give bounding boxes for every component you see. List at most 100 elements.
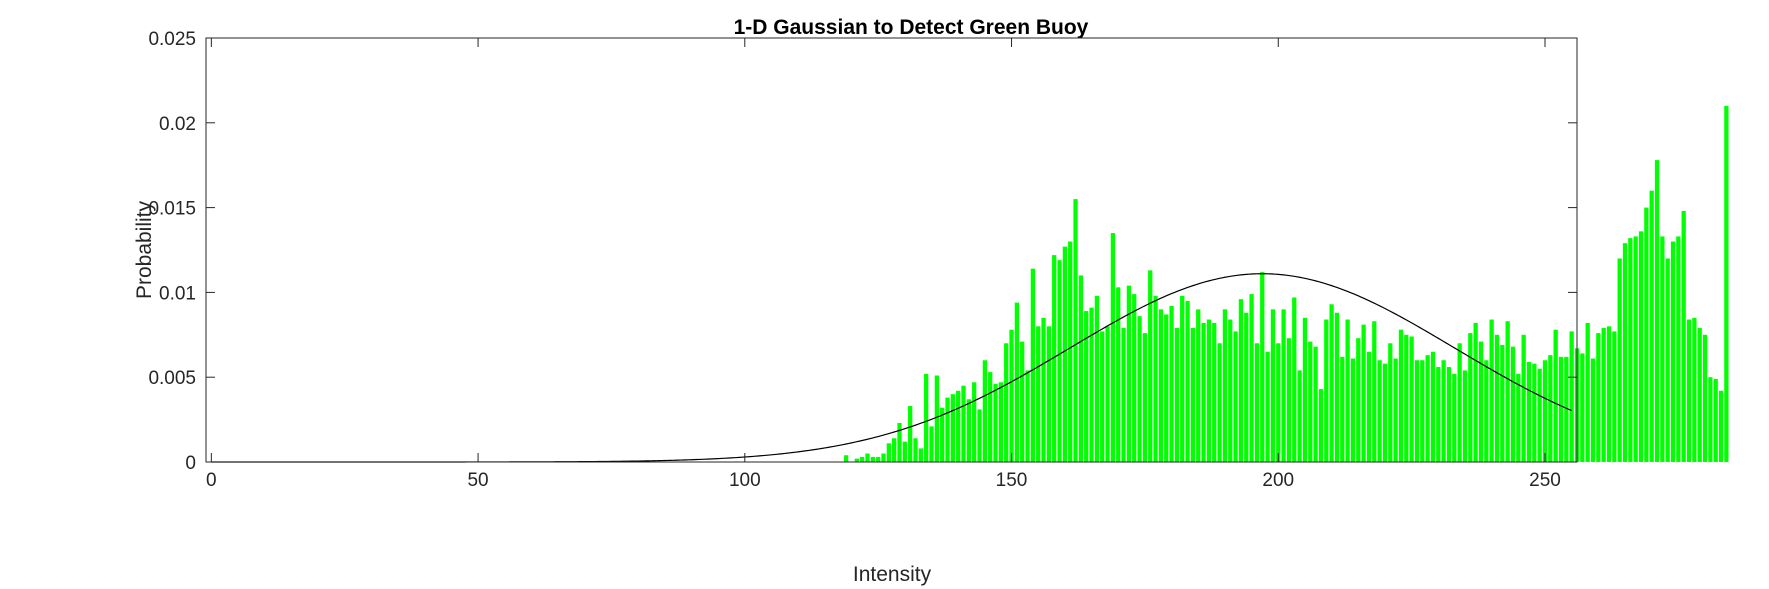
x-tick-label: 0 (206, 470, 217, 491)
histogram-bar (1121, 328, 1126, 462)
histogram-bar (1052, 255, 1057, 462)
histogram-bar (1516, 373, 1521, 462)
histogram-bar (1548, 355, 1553, 462)
histogram-bar (1270, 309, 1276, 462)
histogram-bar (1089, 307, 1094, 462)
histogram-bar (1185, 300, 1190, 462)
histogram-bar (1244, 312, 1249, 462)
histogram-bar (1286, 338, 1292, 462)
histogram-bar (934, 375, 939, 462)
histogram-bar (1372, 321, 1377, 462)
histogram-bar (1180, 295, 1185, 462)
histogram-bar (1116, 287, 1121, 462)
x-tick-label: 200 (1262, 470, 1294, 491)
histogram-bar (1334, 312, 1340, 462)
histogram-bar (892, 438, 897, 462)
histogram-bar (1692, 317, 1697, 462)
histogram-bar (1452, 373, 1457, 462)
y-tick-label: 0.01 (159, 283, 196, 304)
chart-title: 1-D Gaussian to Detect Green Buoy (734, 16, 1089, 39)
histogram-bar (1265, 351, 1270, 462)
histogram-bar (1356, 338, 1361, 462)
histogram-bar (1537, 368, 1542, 462)
histogram-bar (1521, 334, 1526, 462)
histogram-bar (1649, 190, 1654, 462)
histogram-bar (1020, 341, 1025, 462)
histogram-bar (1500, 344, 1505, 462)
histogram-bar (1222, 309, 1228, 462)
histogram-bar (929, 426, 934, 462)
histogram-bar (1132, 294, 1137, 462)
histogram-bar (1510, 346, 1516, 462)
histogram-bar (860, 456, 865, 462)
histogram-bar (1612, 331, 1617, 462)
histogram-bar (1414, 360, 1420, 462)
histogram-bar (1110, 233, 1116, 462)
histogram-bar (1164, 314, 1169, 462)
histogram-bar (1201, 322, 1206, 462)
histogram-bar (881, 453, 886, 462)
histogram-bar (1505, 321, 1510, 462)
histogram-bar (1238, 299, 1244, 462)
histogram-bar (972, 382, 977, 462)
histogram-bar (1041, 317, 1046, 462)
histogram-bar (1638, 231, 1644, 462)
histogram-bar (1249, 294, 1254, 462)
histogram-bar (1153, 295, 1158, 462)
histogram-bar (1724, 105, 1729, 462)
histogram-bar (1526, 361, 1532, 462)
histogram-bar (876, 456, 881, 462)
histogram-bar (1633, 236, 1638, 462)
histogram-bar (1718, 390, 1724, 462)
histogram-bar (1377, 360, 1382, 462)
histogram-bar (902, 441, 907, 462)
histogram-bar (924, 373, 929, 462)
histogram-bar (1190, 328, 1196, 462)
histogram-bar (1084, 311, 1089, 462)
histogram-bar (1292, 297, 1297, 462)
histogram-bar (1009, 329, 1014, 462)
histogram-bar (1697, 328, 1702, 462)
histogram-bar (1569, 331, 1574, 462)
histogram-bar (1558, 356, 1564, 462)
histogram-bar (1553, 329, 1558, 462)
histogram-bar (1382, 363, 1388, 462)
histogram-bar (1276, 343, 1281, 462)
y-axis-label: Probability (133, 200, 156, 299)
histogram-bar (1212, 322, 1217, 462)
histogram-bar (1430, 351, 1436, 462)
histogram-bar (1324, 319, 1329, 462)
histogram-bar (950, 394, 955, 462)
histogram-bar (1585, 322, 1590, 462)
histogram-bar (1393, 358, 1398, 462)
histogram-bar (1142, 333, 1148, 462)
histogram-bar (1404, 334, 1409, 462)
y-tick-label: 0.02 (159, 114, 196, 135)
histogram-bar (1473, 322, 1478, 462)
histogram-bar (1308, 341, 1313, 462)
y-tick-label: 0.005 (148, 368, 196, 389)
histogram-bar (1260, 272, 1265, 462)
histogram-bar (1329, 304, 1334, 462)
histogram-bar (1681, 210, 1686, 462)
histogram-bar (1025, 370, 1030, 462)
histogram-bar (1606, 326, 1612, 462)
histogram-bar (1206, 319, 1212, 462)
histogram-bar (1228, 319, 1233, 462)
histogram-bar (966, 399, 971, 462)
histogram-bar (1468, 333, 1473, 462)
histogram-bar (854, 458, 859, 462)
x-tick-label: 100 (729, 470, 761, 491)
histogram-bar (1350, 358, 1356, 462)
histogram-bar (956, 390, 961, 462)
histogram-bar (1100, 331, 1105, 462)
histogram-bar (844, 455, 849, 462)
histogram-bar (1446, 367, 1452, 462)
histogram-bar (1676, 236, 1681, 462)
histogram-bar (1366, 351, 1372, 462)
histogram-bar (1126, 285, 1132, 462)
histogram-bar (1078, 275, 1084, 462)
histogram-bar (1004, 343, 1009, 462)
histogram-bar (993, 383, 998, 462)
